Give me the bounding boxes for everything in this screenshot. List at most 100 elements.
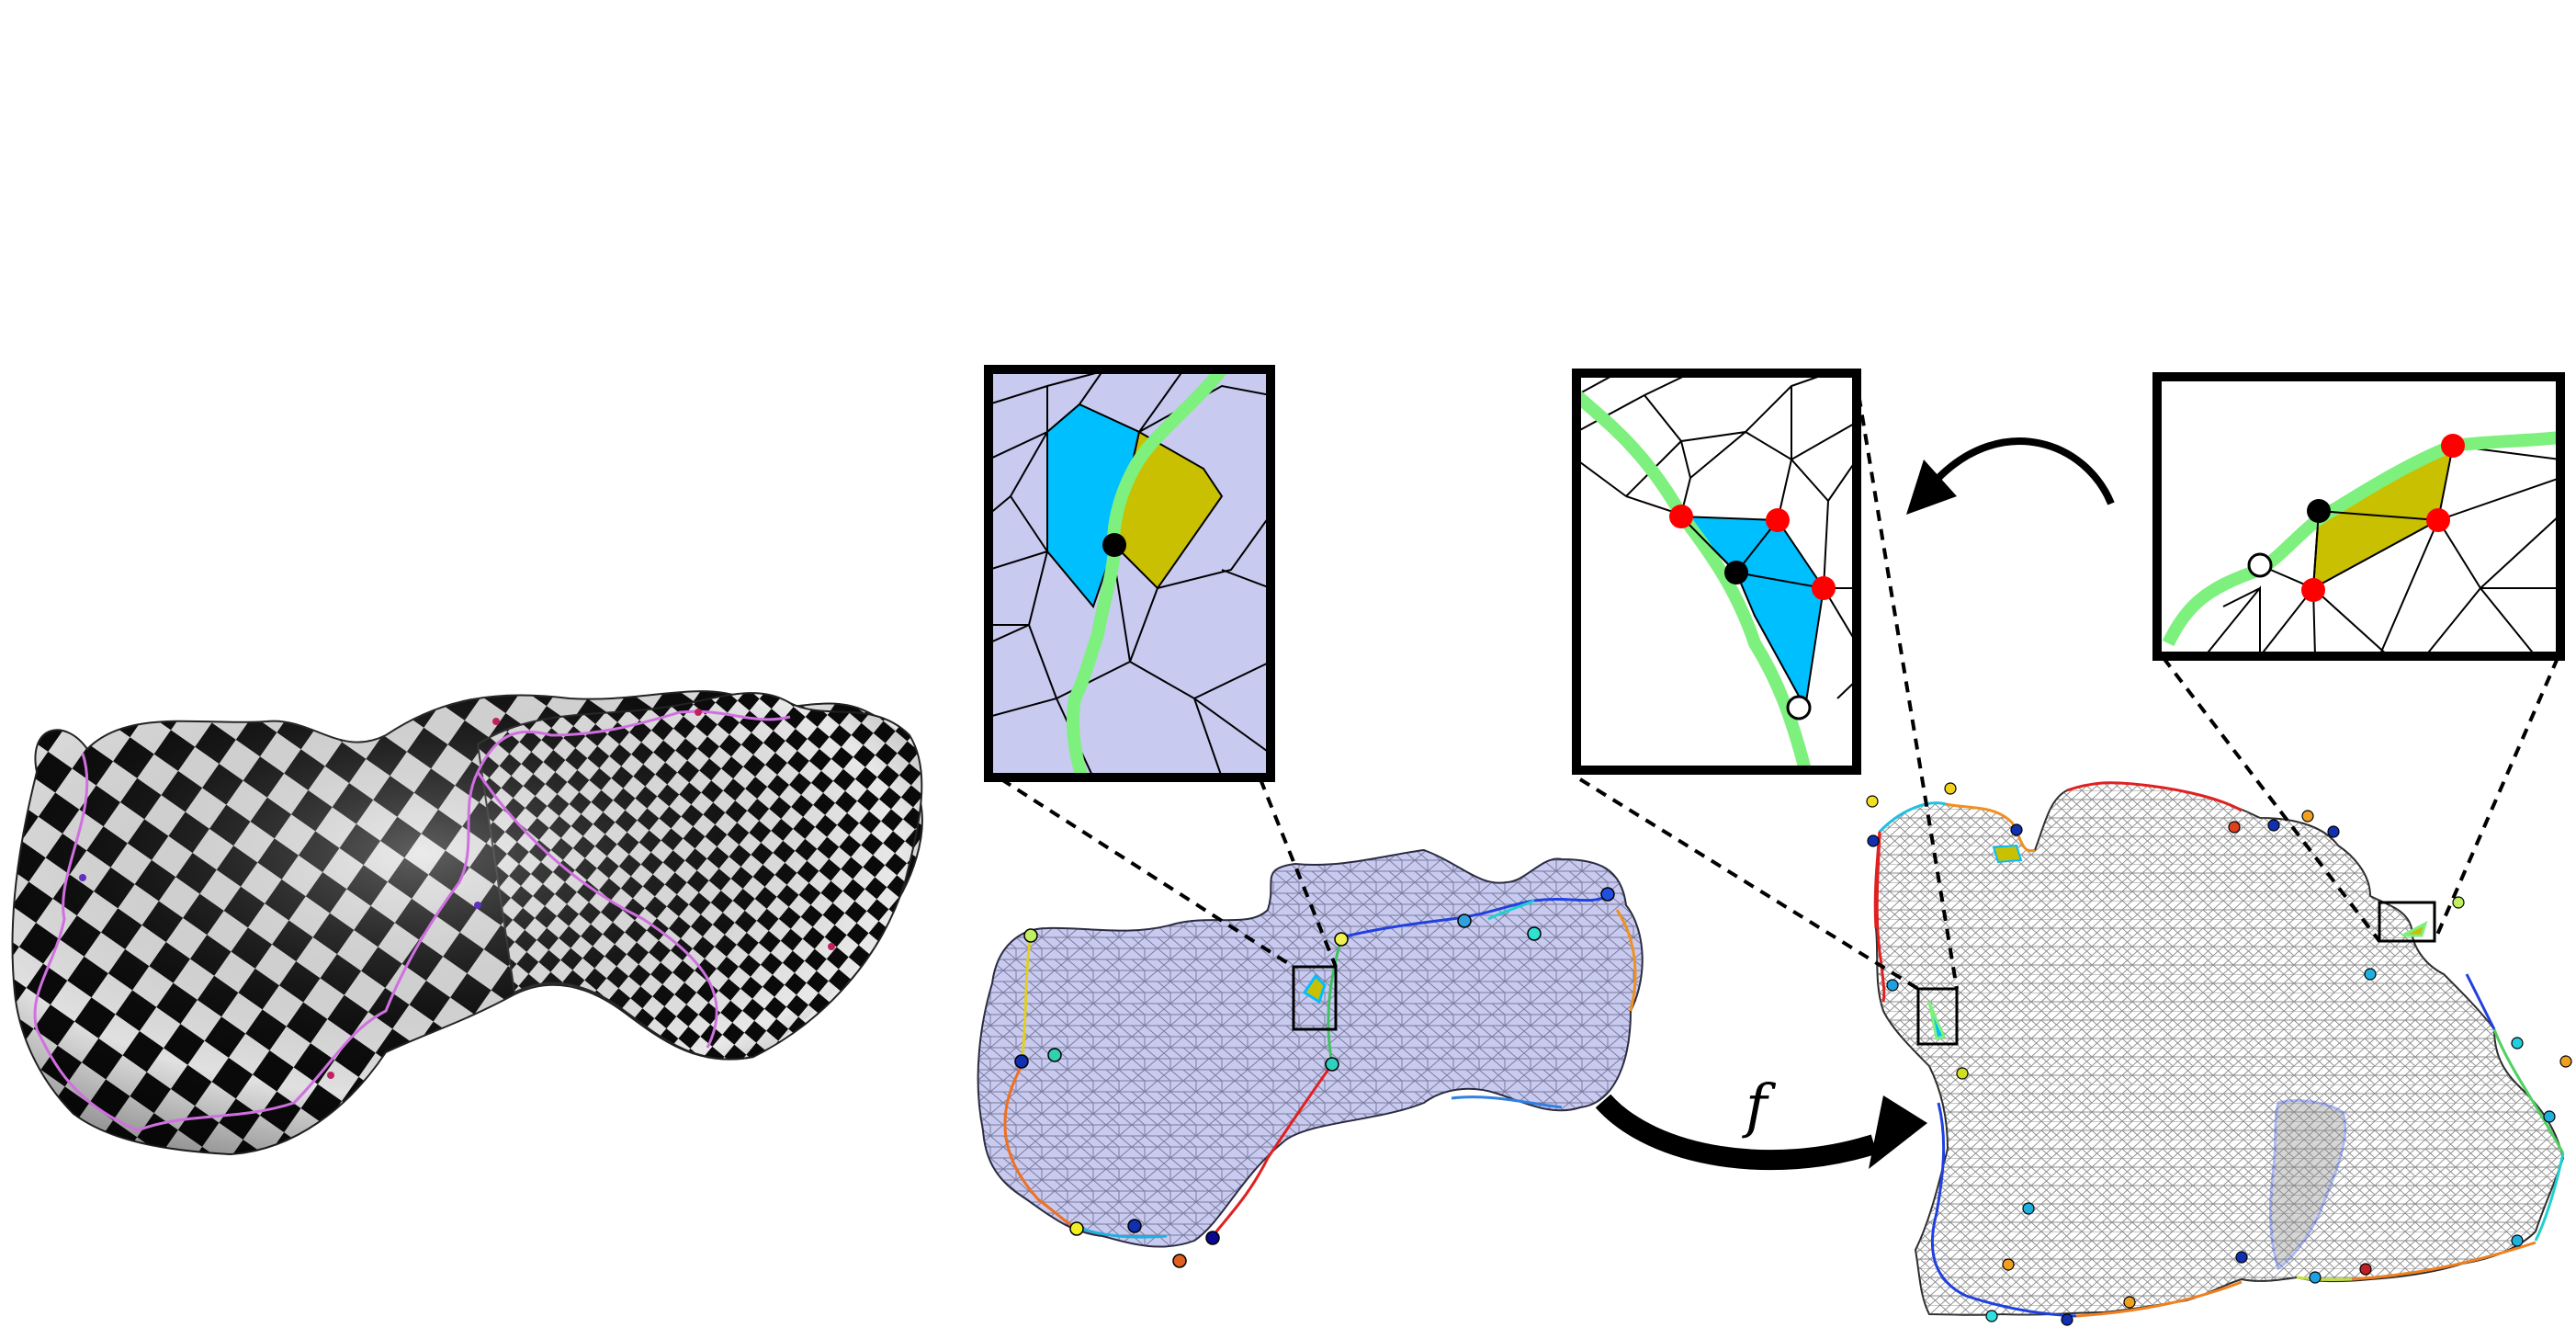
cut-vertex: [1069, 1221, 1084, 1236]
leader-line: [2162, 656, 2381, 943]
seam-vertex-dot: [828, 943, 835, 950]
inset-2d-split: [1572, 369, 1861, 775]
flat-vertex: [1985, 1310, 1998, 1322]
flat-boundary-cyan: [1878, 801, 1947, 834]
seam-vertex-dot: [492, 718, 500, 725]
flat-highlight-top: [2401, 921, 2428, 937]
vertex-red: [2426, 508, 2450, 532]
cut-vertex: [1023, 928, 1038, 943]
cut-curve-orange: [1003, 1065, 1076, 1229]
cut-vertex: [1205, 1231, 1220, 1245]
inset-edge: [1680, 516, 1737, 573]
flat-vertex: [2235, 1251, 2248, 1264]
leader-line: [1259, 778, 1338, 968]
inset-2d-original: [2152, 372, 2565, 661]
vertex-black: [1724, 561, 1748, 584]
cut-mesh-triangulation: [977, 850, 1643, 1247]
flat-vertex: [2010, 823, 2023, 836]
inset-frame: [2152, 372, 2565, 661]
flat-vertex: [2559, 1055, 2572, 1068]
map-arrow: f: [1595, 1072, 1927, 1171]
map-arrow-shaft: [1595, 1094, 1878, 1171]
inset-seam-green: [2162, 431, 2561, 647]
cut-curve-orange-right: [1615, 909, 1637, 1012]
flat-boundary-orange-bottom: [2075, 1241, 2536, 1318]
flat-boundary-orange: [1945, 802, 2036, 853]
cut-vertex: [1047, 1048, 1062, 1062]
flat-vertex: [2327, 825, 2340, 838]
flat-highlight-cluster: [1992, 844, 2023, 864]
flat-zoom-box-left: [1916, 987, 1959, 1046]
flat-boundary-green: [2492, 1028, 2565, 1154]
flat-vertex: [2267, 819, 2280, 832]
cut-mesh-panel: [977, 848, 1644, 1268]
inset-seam-green: [1572, 390, 1812, 772]
flat-boundary-blue: [1930, 973, 2496, 1318]
flat-vertex: [2359, 1263, 2372, 1276]
flat-vertex: [2301, 810, 2314, 823]
inset-edge: [1735, 572, 1825, 589]
flat-vertex: [2022, 1202, 2035, 1215]
cut-vertex: [1600, 887, 1615, 902]
flat-vertex: [2002, 1258, 2015, 1271]
flat-highlight-left: [1927, 1001, 1947, 1040]
flat-zoom-box-top: [2378, 901, 2436, 943]
inset-frame: [984, 365, 1275, 782]
cut-mesh-zoom-box: [1292, 965, 1338, 1031]
inset-edge: [2312, 510, 2320, 589]
cut-vertex: [1457, 913, 1472, 928]
flat-vertex: [1886, 979, 1899, 992]
flat-vertex: [2123, 1296, 2136, 1309]
cut-vertex: [1527, 926, 1542, 941]
flat-inner-slit: [2269, 1099, 2347, 1271]
vertex-white: [2247, 552, 2273, 578]
leader-line: [2433, 657, 2559, 942]
flat-mesh-triangulation: [1875, 782, 2563, 1315]
cut-vertex: [1172, 1254, 1187, 1268]
inset-seam-green: [1067, 365, 1227, 780]
leader-line: [1854, 376, 1959, 990]
flat-vertex: [2364, 968, 2377, 981]
vertex-red: [1669, 505, 1693, 528]
flat-vertex: [2061, 1313, 2073, 1326]
flat-vertex: [1944, 782, 1957, 795]
surface-shading: [12, 691, 922, 1154]
textured-mesh-panel: [11, 690, 923, 1156]
arrowhead-right-icon: [1869, 1095, 1927, 1169]
leader-line: [1578, 777, 1920, 991]
inset-edge: [2318, 510, 2439, 521]
flat-vertex: [1956, 1067, 1969, 1080]
zoom-leaders: [1000, 376, 2559, 991]
curved-arrow-top-shaft: [1936, 437, 2115, 505]
cut-curve-blue-bottom: [1451, 1095, 1563, 1109]
flat-vertex: [2309, 1271, 2322, 1284]
seam-vertex-dot: [327, 1072, 334, 1079]
parameterization-panel: [1866, 781, 2572, 1326]
cut-curve-yellow: [1020, 935, 1033, 1067]
seam-vertex-dot: [695, 709, 702, 716]
vertex-red: [2301, 578, 2325, 602]
flat-vertex: [2452, 896, 2465, 909]
map-label-f: f: [1742, 1072, 1777, 1140]
vertex-black: [2307, 499, 2331, 523]
curved-arrow-top: [1906, 437, 2115, 515]
seam-curve-pink: [33, 709, 791, 1132]
inset-3d-vertex: [984, 365, 1275, 782]
flat-vertex: [1866, 795, 1879, 808]
seam-vertex-dot: [79, 874, 86, 881]
cut-vertex: [1014, 1054, 1029, 1069]
cut-vertex: [1325, 1057, 1339, 1072]
cut-curve-red: [1211, 1063, 1334, 1237]
cut-curve-cyan: [1487, 899, 1535, 921]
cut-vertex: [1127, 1219, 1142, 1233]
arrowhead-left-icon: [1906, 460, 1957, 515]
flat-vertex: [2511, 1234, 2524, 1247]
flat-boundary-red-left: [1875, 831, 1886, 1003]
inset-frame: [1572, 369, 1861, 775]
flat-vertex: [2511, 1037, 2524, 1050]
cut-mesh-highlight: [1302, 973, 1327, 1004]
cut-vertex: [1334, 932, 1349, 947]
flat-boundary-cyan-right: [2534, 1152, 2565, 1242]
vertex-red: [1766, 508, 1790, 532]
